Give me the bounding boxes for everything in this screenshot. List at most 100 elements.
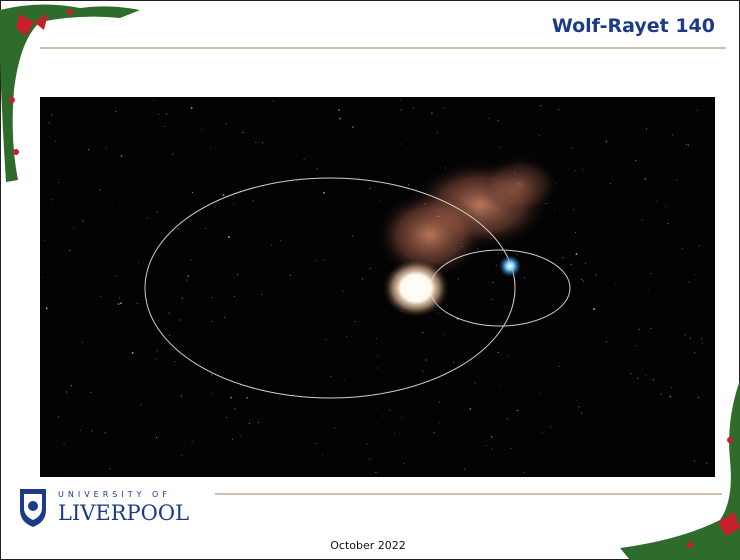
star (443, 107, 444, 108)
star (280, 240, 281, 241)
star (637, 378, 638, 379)
star (323, 192, 325, 194)
star (224, 317, 225, 318)
star (83, 221, 84, 222)
star (593, 308, 595, 310)
star (223, 194, 225, 196)
star (559, 366, 560, 367)
page: Wolf-Rayet 140 UNIVERSITY OF LIVERPOOL O… (0, 0, 740, 560)
star (635, 160, 636, 161)
star (255, 142, 256, 143)
star (517, 410, 518, 411)
star (316, 260, 317, 261)
star (192, 192, 193, 193)
star (226, 417, 227, 418)
star (190, 260, 191, 261)
star (686, 144, 687, 145)
star (119, 298, 120, 299)
star (164, 126, 165, 127)
star (171, 349, 172, 350)
star (138, 262, 139, 263)
star (366, 444, 367, 445)
star (147, 218, 148, 219)
star (507, 418, 508, 419)
star (234, 196, 235, 197)
star (667, 223, 668, 224)
star (258, 422, 259, 423)
star (112, 205, 113, 206)
star (491, 437, 492, 438)
star (115, 111, 116, 112)
star (581, 413, 582, 414)
star (44, 240, 45, 241)
star (322, 454, 323, 455)
star (595, 275, 596, 276)
star (243, 132, 244, 133)
star (422, 332, 423, 333)
star (66, 391, 67, 392)
star (516, 254, 517, 255)
star (42, 277, 43, 278)
star (694, 352, 695, 353)
star (120, 155, 122, 157)
image-background (40, 97, 715, 477)
star (496, 265, 497, 266)
star (120, 302, 122, 304)
star (558, 109, 559, 110)
star (201, 129, 202, 130)
star (650, 273, 651, 274)
star (615, 284, 616, 285)
star (389, 410, 390, 411)
star (210, 148, 211, 149)
star (115, 275, 116, 276)
star (702, 342, 703, 343)
star (181, 297, 183, 299)
star (362, 278, 363, 279)
star (650, 328, 651, 329)
star (132, 352, 134, 354)
star (355, 321, 356, 322)
star (639, 329, 640, 330)
star (540, 105, 541, 106)
star (233, 204, 234, 205)
star (606, 141, 608, 143)
footer-date: October 2022 (330, 539, 406, 552)
star (339, 118, 341, 120)
star (253, 201, 254, 202)
star (562, 257, 563, 258)
star (694, 460, 695, 461)
star (699, 246, 700, 247)
star (576, 400, 577, 401)
star (334, 428, 335, 429)
star (498, 253, 499, 254)
star (178, 228, 179, 229)
star (575, 232, 576, 233)
star (486, 445, 487, 446)
star (230, 397, 232, 399)
star (688, 281, 689, 282)
star (394, 433, 395, 434)
star (175, 361, 176, 362)
slide: Wolf-Rayet 140 UNIVERSITY OF LIVERPOOL O… (0, 0, 740, 560)
star (237, 274, 238, 275)
star (158, 114, 159, 115)
star (156, 359, 157, 360)
image (40, 97, 715, 477)
star (554, 209, 555, 210)
star (610, 183, 611, 184)
star (109, 468, 110, 469)
star (187, 275, 189, 277)
star (676, 180, 677, 181)
star (540, 393, 541, 394)
star (90, 392, 91, 393)
star (646, 128, 647, 129)
star (403, 463, 404, 464)
star (325, 259, 326, 260)
star (653, 379, 654, 380)
star (344, 380, 345, 381)
star (330, 376, 331, 377)
star (376, 338, 377, 339)
star (205, 228, 206, 229)
star (191, 107, 193, 109)
star (304, 159, 305, 160)
